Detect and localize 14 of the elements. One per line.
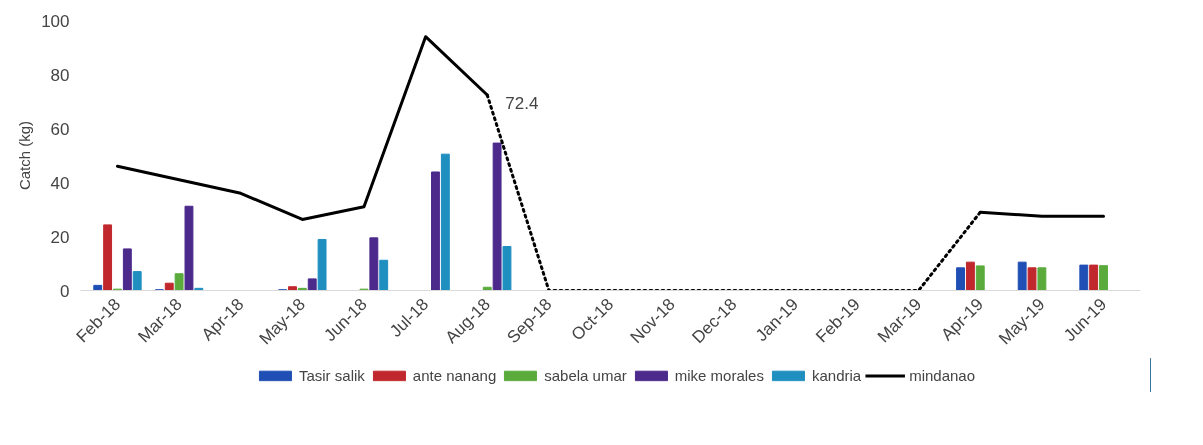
legend-label: mindanao <box>909 366 976 384</box>
y-tick-label: 100 <box>41 11 70 31</box>
y-tick-label: 0 <box>60 281 70 301</box>
y-tick-label: 20 <box>50 227 70 247</box>
y-tick-label: 60 <box>50 119 70 139</box>
y-tick-label: 80 <box>50 65 70 85</box>
legend-label: kandria <box>811 366 862 384</box>
y-tick-label: 40 <box>50 173 70 193</box>
legend-label: sabela umar <box>544 366 627 384</box>
annotation: 72.4 <box>505 94 539 114</box>
legend-label: Tasir salik <box>298 366 365 384</box>
legend-label: mike morales <box>674 366 764 384</box>
legend-label: ante nanang <box>412 366 497 384</box>
y-axis-title: Catch (kg) <box>16 120 34 191</box>
